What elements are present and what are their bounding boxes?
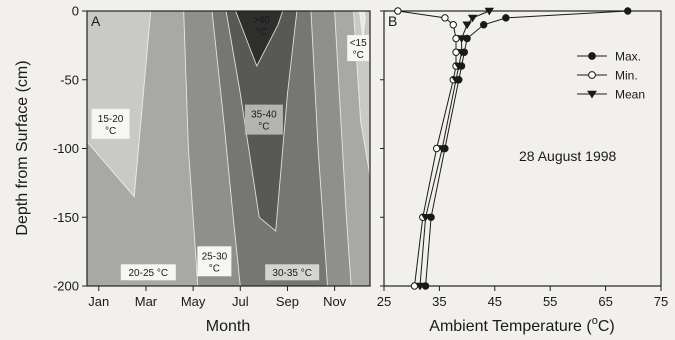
data-point — [467, 14, 478, 23]
contour-line — [225, 11, 298, 232]
zone-label-range: 30-35 °C — [272, 268, 312, 279]
y-tick-label: -100 — [53, 141, 79, 156]
data-point — [502, 14, 510, 22]
contour-line — [87, 11, 152, 198]
x-axis-title-part-1: Ambient Temperature ( — [429, 318, 592, 335]
zone-label: 35-40°C — [244, 104, 283, 135]
x-tick-label: 35 — [432, 294, 446, 309]
zone-label-unit: °C — [105, 126, 116, 137]
legend-entry: Mean — [577, 88, 645, 102]
data-point — [420, 213, 431, 222]
data-point — [456, 35, 467, 43]
x-tick-label: 75 — [654, 294, 668, 309]
data-point — [624, 7, 632, 15]
contour-line — [235, 11, 284, 68]
panel-a-y-axis-title: Depth from Surface (cm) — [14, 60, 31, 235]
contour-line — [358, 11, 366, 39]
y-tick-label: 0 — [72, 4, 79, 19]
zone-label: <15°C — [347, 35, 370, 62]
zone-label-unit: °C — [353, 50, 364, 61]
data-point — [451, 76, 461, 85]
contour-line — [183, 11, 199, 286]
legend-entry: Max. — [577, 50, 641, 64]
y-tick-label: -200 — [53, 279, 79, 294]
data-point — [484, 7, 495, 16]
series-line — [419, 10, 490, 287]
zone-label-range: <15 — [350, 38, 367, 49]
data-point — [480, 21, 488, 29]
zone-label-range: 25-30 — [202, 251, 228, 262]
series-min — [394, 7, 460, 290]
data-point — [462, 21, 472, 30]
zone-label-unit: °C — [209, 263, 220, 274]
x-tick-label: 25 — [377, 294, 391, 309]
x-tick-label: 55 — [543, 294, 557, 309]
y-tick-label: -50 — [60, 72, 79, 87]
x-tick-label: Nov — [323, 294, 347, 309]
legend-label: Mean — [615, 88, 645, 102]
x-tick-label: 65 — [598, 294, 612, 309]
legend-label: Max. — [615, 50, 641, 64]
zone-label-unit: °C — [258, 122, 269, 133]
y-tick-label: -150 — [53, 210, 79, 225]
zone-label-unit: °C — [256, 27, 267, 38]
legend-entry: Min. — [577, 69, 638, 83]
x-tick-label: Sep — [276, 294, 299, 309]
x-axis-title-part-2: C) — [598, 318, 615, 335]
x-tick-label: May — [181, 294, 206, 309]
zone-label-range: 20-25 °C — [129, 268, 169, 279]
data-point — [437, 145, 447, 153]
zone-region — [359, 11, 366, 39]
data-point — [449, 21, 457, 29]
data-point — [394, 7, 402, 15]
x-tick-label: Jan — [88, 294, 109, 309]
zone-label: 30-35 °C — [265, 264, 320, 281]
series-mean — [415, 7, 495, 291]
zone-label-range: 15-20 — [98, 114, 124, 125]
contour-line — [334, 11, 352, 286]
zone-label: 25-30°C — [197, 246, 232, 277]
x-tick-label: Mar — [135, 294, 158, 309]
panel-b-line-plot: 25 35 45 55 65 75 Max. Min. Mean B 28 August 19… — [377, 7, 668, 335]
data-point — [415, 282, 425, 291]
data-point — [456, 49, 467, 57]
legend-label: Min. — [615, 69, 638, 83]
panel-b-letter: B — [388, 13, 397, 29]
x-axis-title-degree: o — [592, 315, 598, 327]
series-line — [425, 10, 628, 287]
series-line — [397, 10, 457, 287]
zone-label: >40°C — [253, 15, 270, 38]
panel-a-contour-plot: 15-20°C20-25 °C25-30°C 30-35 °C35-40°C>40… — [14, 4, 371, 335]
data-point — [441, 14, 449, 22]
panel-b-date-annotation: 28 August 1998 — [519, 148, 617, 164]
zone-label: 15-20°C — [91, 108, 130, 139]
panel-b-x-axis-title: Ambient Temperature (oC) — [429, 315, 614, 335]
contour-line — [310, 11, 328, 286]
x-tick-label: 45 — [488, 294, 502, 309]
zone-label: 20-25 °C — [120, 264, 176, 281]
zone-label-range: 35-40 — [251, 110, 277, 121]
x-tick-label: Jul — [232, 294, 249, 309]
panel-a-x-axis-title: Month — [206, 318, 250, 335]
contour-line — [211, 11, 241, 286]
zone-region — [235, 11, 283, 66]
zone-region — [87, 11, 151, 197]
zone-label-range: >40 — [253, 15, 270, 26]
panel-a-letter: A — [91, 13, 101, 29]
data-point — [454, 62, 464, 71]
